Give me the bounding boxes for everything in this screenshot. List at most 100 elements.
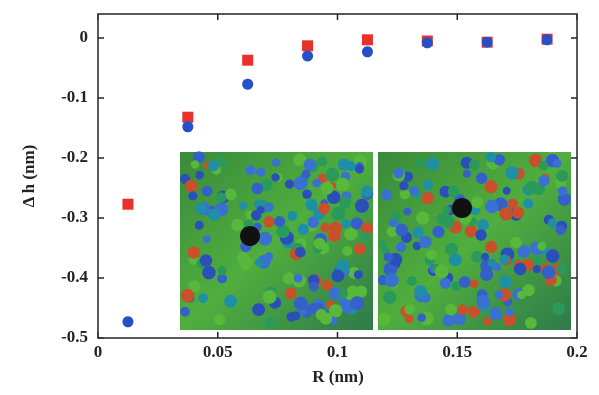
inset-atom xyxy=(302,189,312,199)
inset-atom xyxy=(533,257,542,266)
inset-atom xyxy=(470,279,479,288)
inset-atom xyxy=(214,314,225,325)
inset-atom xyxy=(480,268,493,281)
inset-atom xyxy=(399,181,408,190)
inset-atom xyxy=(556,225,566,235)
inset-atom xyxy=(548,218,557,227)
inset-atom xyxy=(475,229,486,240)
inset-atom xyxy=(426,250,437,261)
point xyxy=(182,112,193,123)
inset-atom xyxy=(393,168,404,179)
inset-atom xyxy=(381,190,392,201)
inset-atom xyxy=(264,216,275,227)
inset-atom xyxy=(459,276,471,288)
y-tick-label: -0.5 xyxy=(61,327,88,346)
inset-atom xyxy=(525,181,538,194)
inset-atom xyxy=(246,165,256,175)
point xyxy=(122,199,133,210)
inset-particle xyxy=(452,198,472,218)
inset-atom xyxy=(423,180,433,190)
inset-atom xyxy=(448,186,459,197)
inset-atom xyxy=(312,179,321,188)
inset-atom xyxy=(326,168,340,182)
inset-atom xyxy=(485,200,498,213)
inset-atom xyxy=(307,216,319,228)
inset-atom xyxy=(503,187,511,195)
inset-atom xyxy=(463,170,471,178)
inset-atom xyxy=(471,197,483,209)
inset-atom xyxy=(332,270,345,283)
inset-atom xyxy=(274,216,285,227)
inset-atom xyxy=(481,253,489,261)
inset-atom xyxy=(285,288,297,300)
y-tick-label: -0.1 xyxy=(61,87,88,106)
inset-atom xyxy=(231,219,244,232)
inset-atom xyxy=(414,285,427,298)
inset-atom xyxy=(514,263,526,275)
inset-atom xyxy=(558,186,568,196)
chart: R (nm) Δ h (nm) 00.050.10.150.2-0.5-0.4-… xyxy=(0,0,599,395)
inset-atom xyxy=(556,170,568,182)
inset-atom xyxy=(318,203,330,215)
inset-atom xyxy=(180,307,190,317)
inset-atom xyxy=(422,192,434,204)
inset-atom xyxy=(489,307,502,320)
inset-atom xyxy=(263,290,277,304)
inset-atom xyxy=(225,189,237,201)
inset-atom xyxy=(338,158,351,171)
inset-atom xyxy=(476,173,487,184)
inset-atom xyxy=(265,317,276,328)
inset-atom xyxy=(255,258,263,266)
inset-atom xyxy=(287,211,297,221)
inset-atom xyxy=(195,203,207,215)
inset-atom xyxy=(360,232,370,242)
inset-atom xyxy=(445,304,457,316)
inset-atom xyxy=(523,199,533,209)
x-tick-label: 0.2 xyxy=(566,342,587,361)
inset-atom xyxy=(208,161,219,172)
inset-atom xyxy=(508,199,518,209)
inset-atom xyxy=(417,313,426,322)
x-tick-label: 0.15 xyxy=(442,342,472,361)
inset-atom xyxy=(264,202,274,212)
inset-atom xyxy=(537,242,546,251)
inset-atom xyxy=(285,180,294,189)
inset-images xyxy=(180,151,571,330)
inset-atom xyxy=(294,274,303,283)
inset-atom xyxy=(384,253,393,262)
inset-atom xyxy=(321,182,334,195)
inset-atom xyxy=(187,246,200,259)
inset-atom xyxy=(533,265,541,273)
point xyxy=(242,55,253,66)
inset-atom xyxy=(309,282,319,292)
inset-atom xyxy=(470,162,478,170)
inset-atom xyxy=(488,259,496,267)
inset-atom xyxy=(294,297,308,311)
point xyxy=(182,121,193,132)
inset-atom xyxy=(258,232,272,246)
point xyxy=(242,79,253,90)
inset-atom xyxy=(328,229,341,242)
inset-atom xyxy=(216,192,227,203)
inset-atom xyxy=(339,289,348,298)
inset-atom xyxy=(295,247,306,258)
inset-atom xyxy=(419,236,431,248)
inset-atom xyxy=(389,219,397,227)
point xyxy=(362,34,373,45)
inset-atom xyxy=(440,278,451,289)
inset-atom xyxy=(510,237,522,249)
inset-atom xyxy=(542,266,555,279)
point xyxy=(482,37,493,48)
inset-atom xyxy=(426,158,439,171)
inset-atom xyxy=(405,315,414,324)
x-axis-label: R (nm) xyxy=(312,367,363,386)
inset-atom xyxy=(457,304,468,315)
inset-atom xyxy=(383,291,396,304)
inset-atom xyxy=(556,263,567,274)
inset-atom xyxy=(198,293,208,303)
inset-atom xyxy=(435,265,449,279)
inset-atom xyxy=(468,306,480,318)
inset-atom xyxy=(314,238,326,250)
inset-atom xyxy=(350,296,364,310)
point xyxy=(122,316,133,327)
